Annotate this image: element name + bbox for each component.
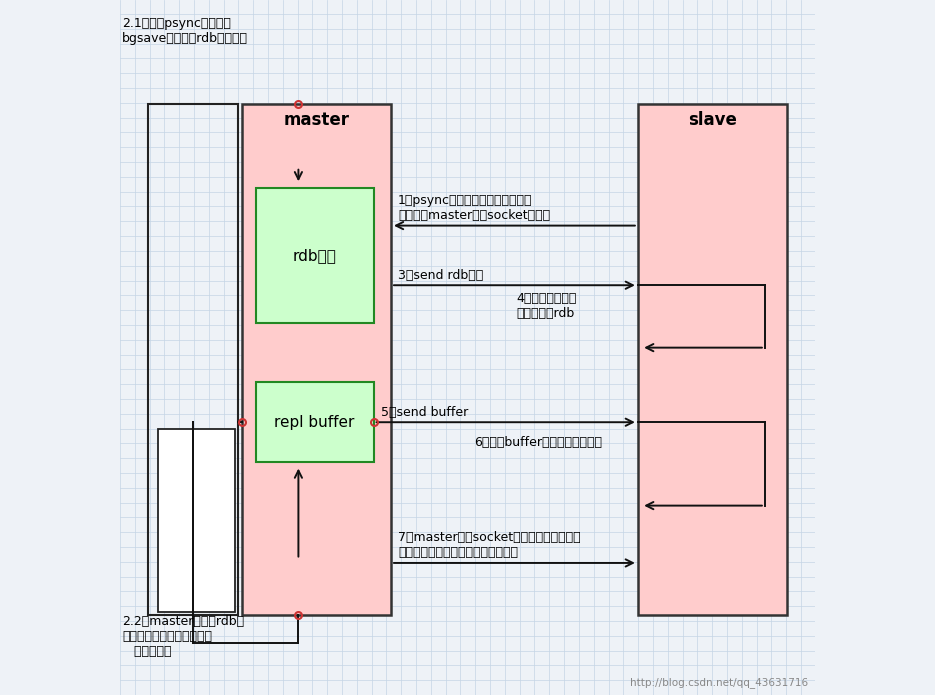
Bar <box>158 430 235 612</box>
Text: slave: slave <box>688 111 737 129</box>
Text: 4、清空老数据并
加载主节点rdb: 4、清空老数据并 加载主节点rdb <box>516 292 577 320</box>
Bar <box>255 382 374 462</box>
Text: 7、master通过socket长连接持续把写命令
发送给从节点，保证主从数据一致性: 7、master通过socket长连接持续把写命令 发送给从节点，保证主从数据一… <box>398 532 581 559</box>
Bar <box>255 188 374 323</box>
Text: rdb数据: rdb数据 <box>293 248 337 263</box>
Text: http://blog.csdn.net/qq_43631716: http://blog.csdn.net/qq_43631716 <box>630 677 808 688</box>
Text: 5、send buffer: 5、send buffer <box>381 406 468 418</box>
Text: 3、send rdb数据: 3、send rdb数据 <box>398 269 483 281</box>
Bar <box>638 104 787 615</box>
Text: 2.2、master开始做rdb之
后新数据的缓存，其实就是
   一些写命令: 2.2、master开始做rdb之 后新数据的缓存，其实就是 一些写命令 <box>122 615 244 658</box>
Text: 1、psync命令同步数据，发送命令
之前会跟master建立socket长连接: 1、psync命令同步数据，发送命令 之前会跟master建立socket长连接 <box>398 194 550 222</box>
Text: 2.1、收到psync命令执行
bgsave生成最新rdb快照数据: 2.1、收到psync命令执行 bgsave生成最新rdb快照数据 <box>122 17 248 45</box>
Text: 6、执行buffer里的写命令到内存: 6、执行buffer里的写命令到内存 <box>474 436 602 449</box>
Bar <box>241 104 391 615</box>
Text: master: master <box>283 111 350 129</box>
Bar <box>148 104 238 615</box>
Text: repl buffer: repl buffer <box>274 415 354 430</box>
